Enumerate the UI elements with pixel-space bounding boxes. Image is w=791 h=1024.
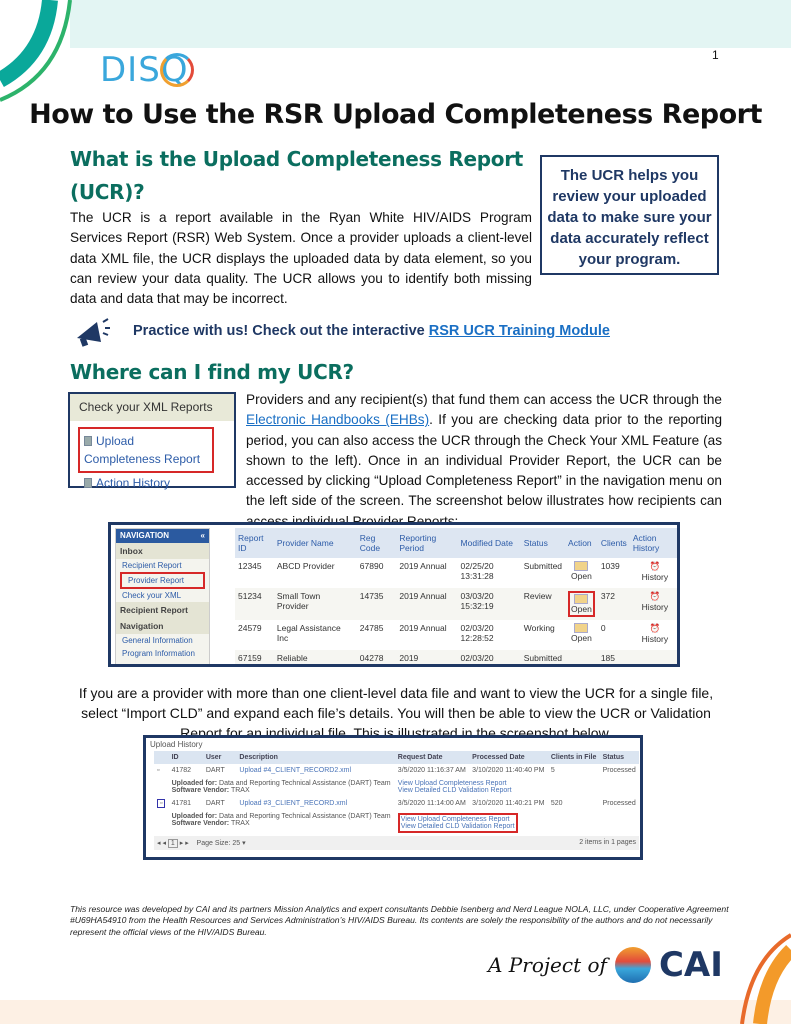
open-icon [574, 561, 589, 571]
ucr-menu-item: Upload Completeness Report [78, 427, 214, 473]
provider-reports-screenshot: NAVIGATION « Inbox Recipient Report Provi… [108, 522, 680, 667]
page-number: 1 [712, 48, 719, 62]
report-icon [84, 478, 92, 488]
history-icon: ⏰ [649, 623, 661, 633]
navigation-panel: NAVIGATION « Inbox Recipient Report Provi… [115, 528, 210, 664]
practice-line: Practice with us! Check out the interact… [133, 323, 610, 339]
disq-logo: DISQ [100, 50, 194, 90]
upload-history-table: ID User Description Request Date Processed D… [154, 751, 639, 850]
section-heading-what: What is the Upload Completeness Report [70, 147, 524, 171]
logo-text: DISQ [100, 50, 189, 90]
footer-disclaimer: This resource was developed by CAI and i… [70, 904, 729, 937]
header-band [70, 0, 791, 48]
footer-band [0, 1000, 791, 1024]
section-heading-what-2: (UCR)? [70, 180, 145, 204]
practice-text: Practice with us! Check out the interact… [133, 323, 429, 339]
megaphone-icon [77, 318, 110, 347]
xml-box-header: Check your XML Reports [70, 394, 234, 421]
decorative-arcs [0, 0, 72, 102]
decorative-arcs-bottom [740, 933, 791, 1024]
cai-logo: A Project of CAI [488, 945, 723, 985]
table-row: 51234 Small Town Provider 14735 2019 Annual… [235, 588, 677, 620]
check-xml-reports-image: Check your XML Reports Upload Completene… [68, 392, 236, 490]
upload-history-screenshot: Upload History ID User Description Request … [143, 735, 643, 860]
ehb-link[interactable]: Electronic Handbooks (EHBs) [246, 412, 430, 428]
history-icon: ⏰ [649, 561, 661, 571]
provider-reports-table: Report ID Provider Name Reg Code Reporting … [235, 528, 677, 664]
report-icon [84, 436, 92, 446]
section-heading-where: Where can I find my UCR? [70, 360, 354, 384]
open-icon [574, 623, 589, 633]
table-row: 12345 ABCD Provider 67890 2019 Annual 02/25/… [238, 561, 669, 582]
section-body-what: The UCR is a report available in the Rya… [70, 210, 532, 307]
history-icon: ⏰ [649, 591, 661, 601]
cai-logo-mark [614, 947, 651, 983]
training-module-link[interactable]: RSR UCR Training Module [428, 323, 610, 339]
upload-history-title: Upload History [150, 740, 203, 749]
callout-box: The UCR helps you review your uploaded d… [540, 155, 719, 275]
open-icon [574, 594, 589, 604]
page-title: How to Use the RSR Upload Completeness R… [29, 99, 762, 130]
caption: If you are a provider with more than one… [78, 685, 714, 741]
table-row: ▫ 41781 DART Upload #3_CLIENT_RECORD.xml 3/5… [154, 797, 639, 810]
section-body-where: Providers and any recipient(s) that fund… [246, 392, 723, 529]
table-row: 24579 Legal Assistance Inc 24785 2019 Annua… [238, 623, 669, 644]
table-row: ▫ 41782 DART Upload #4_CLIENT_RECORD2.xml 3/… [157, 767, 636, 774]
action-history-item: Action History [70, 473, 234, 493]
